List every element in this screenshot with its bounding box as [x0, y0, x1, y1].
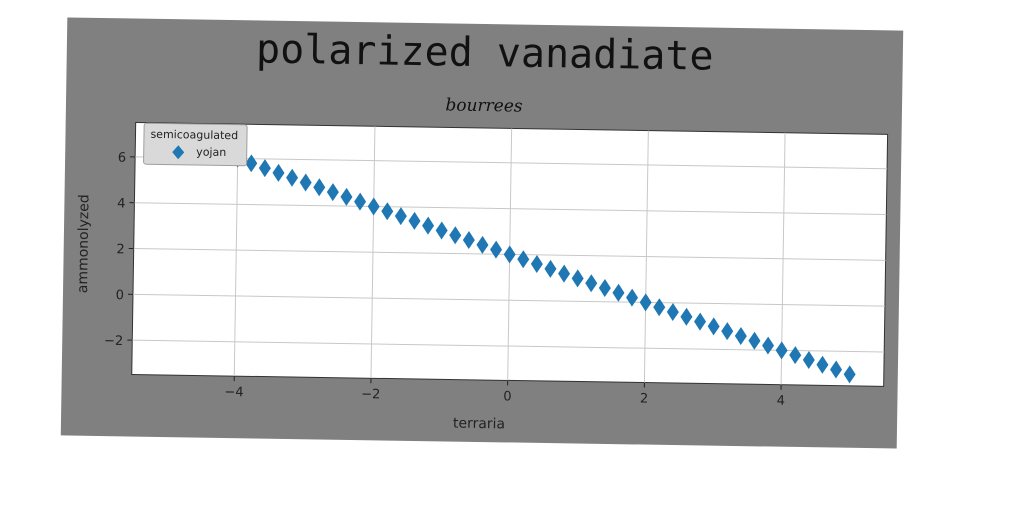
y-tick-label: 0	[116, 288, 125, 303]
data-point	[639, 293, 652, 312]
tick-layer: −4 −2 0 2 4 −2 0 2 4 6	[104, 151, 786, 409]
data-point	[734, 326, 747, 345]
legend-entry-label: yojan	[196, 145, 227, 159]
data-point	[843, 365, 856, 384]
data-point	[653, 298, 666, 317]
data-point	[490, 240, 503, 259]
plot-area: −4 −2 0 2 4 −2 0 2 4 6	[104, 122, 889, 409]
data-point	[476, 235, 489, 254]
data-point	[612, 283, 625, 302]
data-point	[422, 216, 435, 235]
data-point	[544, 259, 557, 278]
data-point	[503, 245, 516, 264]
data-point	[286, 168, 299, 187]
legend-title: semicoagulated	[150, 127, 239, 143]
y-axis-label: ammonolyzed	[75, 194, 93, 294]
x-tick-label: 4	[777, 394, 786, 409]
data-point	[707, 317, 720, 336]
data-point	[517, 250, 530, 269]
data-point	[354, 192, 367, 211]
data-point	[408, 211, 421, 230]
data-point	[530, 255, 543, 274]
x-tick-label: −2	[361, 387, 380, 402]
data-point	[802, 350, 815, 369]
x-tick-label: 0	[503, 389, 512, 404]
data-point	[680, 307, 693, 326]
data-point	[326, 183, 339, 202]
y-gridline	[132, 293, 885, 307]
y-gridline	[134, 202, 887, 216]
data-point	[258, 159, 271, 178]
data-point	[571, 269, 584, 288]
y-tick-label: 6	[118, 151, 127, 166]
data-point	[789, 346, 802, 365]
data-point	[313, 178, 326, 197]
chart-figure: polarized vanadiate bourrees −4 −2 0 2 4 −2 0 2…	[60, 17, 904, 449]
data-point	[462, 231, 475, 250]
data-point	[598, 279, 611, 298]
data-point	[558, 264, 571, 283]
x-tick-label: 2	[640, 392, 649, 407]
data-point	[340, 187, 353, 206]
y-tick-label: 2	[116, 242, 125, 257]
data-point	[694, 312, 707, 331]
data-point	[449, 226, 462, 245]
data-point	[367, 197, 380, 216]
data-point	[394, 207, 407, 226]
x-tick-label: −4	[224, 385, 243, 400]
data-point	[830, 360, 843, 379]
data-point	[381, 202, 394, 221]
data-point	[626, 288, 639, 307]
data-point	[585, 274, 598, 293]
legend: semicoagulated yojan	[143, 122, 248, 167]
y-tick-label: −2	[104, 334, 123, 349]
data-point	[272, 163, 285, 182]
y-gridline	[132, 339, 885, 353]
data-point	[816, 355, 829, 374]
data-point	[721, 322, 734, 341]
y-tick-label: 4	[117, 196, 126, 211]
legend-marker-diamond-icon	[172, 145, 185, 160]
data-point	[299, 173, 312, 192]
data-point	[775, 341, 788, 360]
data-point	[435, 221, 448, 240]
data-point	[245, 154, 258, 173]
data-point	[666, 302, 679, 321]
y-gridline	[135, 156, 888, 170]
data-point	[762, 336, 775, 355]
data-point	[748, 331, 761, 350]
